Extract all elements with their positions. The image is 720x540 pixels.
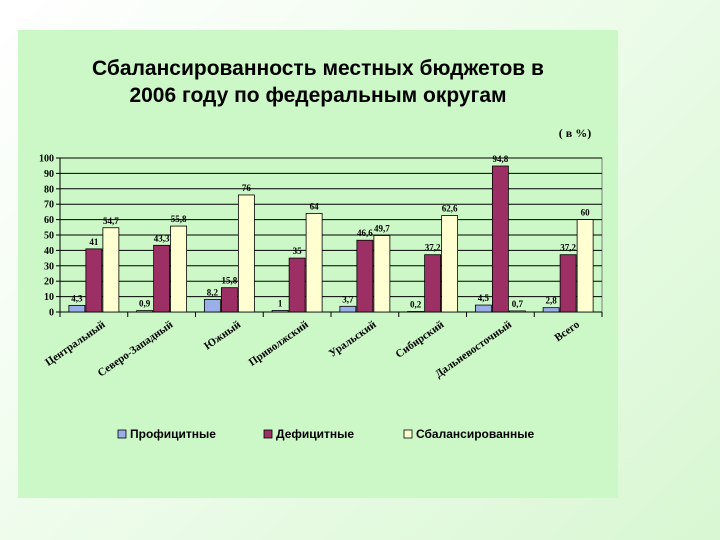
x-tick-label: Приволжский — [247, 318, 312, 368]
data-label: 54,7 — [103, 216, 119, 226]
legend-label: Профицитные — [130, 427, 216, 441]
data-label: 3,7 — [342, 294, 354, 304]
bar — [424, 254, 442, 313]
y-tick-label: 20 — [44, 277, 54, 288]
bar — [170, 225, 188, 313]
bar — [373, 235, 391, 313]
data-label: 0,7 — [512, 299, 524, 309]
bar — [271, 310, 289, 313]
y-tick-label: 30 — [44, 261, 54, 272]
unit-label: ( в %) — [559, 126, 591, 140]
chart-title-line-2: 2006 году по федеральным округам — [129, 84, 506, 107]
data-label: 64 — [310, 201, 320, 211]
x-tick-label: Южный — [202, 318, 244, 352]
y-tick-label: 10 — [44, 292, 54, 303]
data-label: 37,2 — [425, 243, 441, 253]
data-label: 4,3 — [71, 293, 83, 303]
y-tick-label: 70 — [44, 200, 54, 211]
data-label: 49,7 — [374, 223, 390, 233]
data-label: 37,2 — [560, 243, 576, 253]
y-tick-label: 100 — [39, 154, 54, 165]
bar — [220, 287, 238, 313]
data-label: 55,8 — [171, 214, 187, 224]
bar — [339, 305, 357, 313]
data-label: 62,6 — [442, 204, 458, 214]
bar — [85, 248, 103, 313]
y-tick-label: 90 — [44, 169, 54, 180]
y-tick-label: 80 — [44, 184, 54, 195]
y-tick-label: 50 — [44, 231, 54, 242]
data-label: 43,3 — [154, 233, 170, 243]
bar — [68, 304, 86, 313]
bar — [491, 165, 509, 313]
bar — [288, 257, 306, 313]
x-tick-label: Сибирский — [393, 318, 446, 360]
bar — [474, 304, 492, 313]
x-tick-label: Всего — [552, 318, 582, 344]
plot-area: 0 10 20 30 40 50 60 70 80 90 100 ЦентральныйСеверо-… — [39, 154, 603, 380]
data-label: 94,8 — [493, 154, 509, 164]
data-label: 2,8 — [546, 296, 558, 306]
bar — [508, 310, 526, 313]
x-tick-label: Уральский — [327, 318, 379, 360]
data-label: 41 — [89, 237, 99, 247]
bar — [102, 227, 120, 313]
legend: Профицитные Дефицитные Сбалансированные — [117, 427, 534, 441]
bar — [407, 311, 425, 313]
data-label: 35 — [293, 246, 303, 256]
x-tick-label: Центральный — [43, 318, 108, 369]
bar — [441, 215, 459, 313]
bar — [153, 244, 171, 313]
y-tick-label: 60 — [44, 215, 54, 226]
data-label: 76 — [242, 183, 252, 193]
legend-label: Дефицитные — [276, 427, 354, 441]
data-label: 60 — [581, 208, 591, 218]
bar — [542, 307, 560, 313]
legend-swatch — [403, 429, 413, 439]
y-tick-label: 40 — [44, 246, 54, 257]
bar — [136, 310, 154, 313]
bar — [237, 194, 255, 313]
bar — [356, 239, 374, 313]
data-label: 15,8 — [222, 276, 238, 286]
data-label: 8,2 — [207, 287, 219, 297]
bar — [576, 219, 594, 313]
chart-title-line-1: Сбалансированность местных бюджетов в — [92, 57, 544, 80]
legend-label: Сбалансированные — [416, 427, 534, 441]
bar — [559, 254, 577, 313]
y-tick-label: 0 — [49, 308, 54, 319]
data-label: 4,5 — [478, 293, 490, 303]
bar — [203, 298, 221, 313]
legend-swatch — [117, 429, 127, 439]
bar — [305, 213, 323, 313]
data-label: 46,6 — [357, 228, 373, 238]
data-label: 1 — [278, 298, 283, 308]
legend-swatch — [263, 429, 273, 439]
data-label: 0,2 — [410, 300, 422, 310]
data-label: 0,9 — [139, 299, 151, 309]
x-tick-label: Северо-Западный — [96, 318, 176, 379]
